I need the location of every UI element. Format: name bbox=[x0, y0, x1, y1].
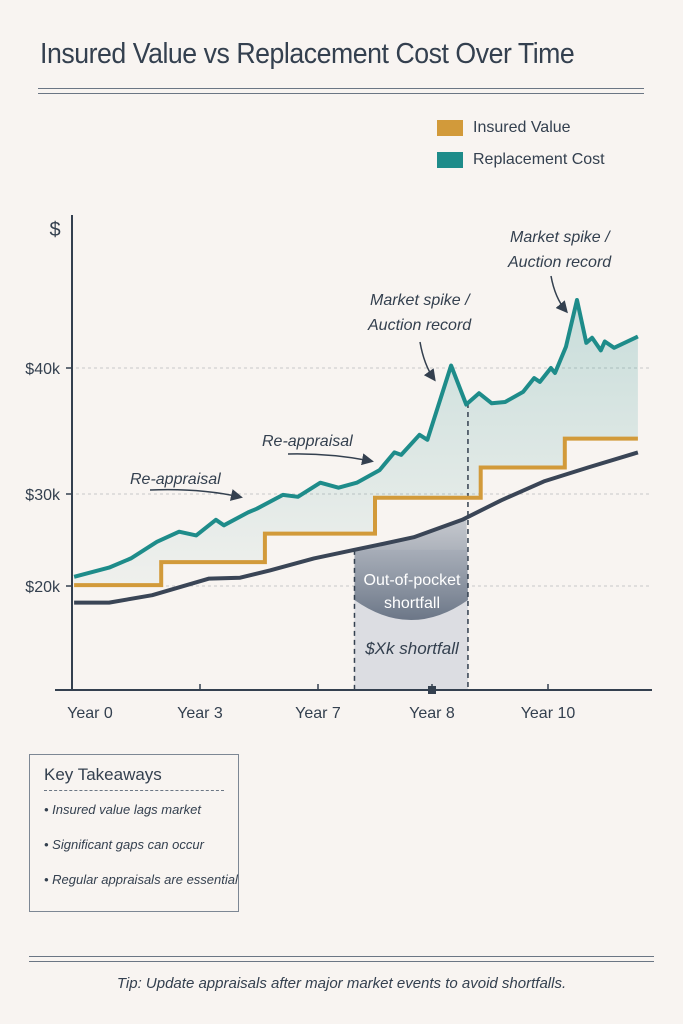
shortfall-band bbox=[354, 517, 468, 620]
takeaway-item: Significant gaps can occur bbox=[44, 836, 238, 871]
footer-divider bbox=[29, 956, 654, 962]
annotation-spike-1-line1: Market spike / bbox=[370, 292, 471, 309]
x-tick-label: Year 3 bbox=[177, 705, 223, 722]
annotation-reappraisal-1: Re-appraisal bbox=[130, 471, 221, 488]
y-tick-label: $20k bbox=[25, 579, 61, 596]
x-tick-label: Year 0 bbox=[67, 705, 113, 722]
takeaways-heading: Key Takeaways bbox=[44, 765, 224, 791]
shortfall-label-line2: shortfall bbox=[384, 595, 440, 612]
legend-label: Insured Value bbox=[473, 119, 571, 136]
chart-title: Insured Value vs Replacement Cost Over T… bbox=[40, 38, 575, 70]
tip-text: Tip: Update appraisals after major marke… bbox=[116, 975, 567, 992]
title-divider bbox=[38, 88, 644, 94]
series-line-market bbox=[74, 450, 639, 605]
x-tick-label: Year 8 bbox=[409, 705, 455, 722]
y-axis-label: $ bbox=[49, 219, 60, 241]
legend: Insured Value Replacement Cost bbox=[437, 112, 605, 176]
annotation-spike-2-line1: Market spike / bbox=[510, 229, 611, 246]
shortfall-label-line1: Out-of-pocket bbox=[364, 572, 461, 589]
takeaway-item: Regular appraisals are essential bbox=[44, 871, 238, 906]
y-tick-label: $40k bbox=[25, 361, 61, 378]
legend-swatch-replacement bbox=[437, 152, 463, 168]
arrow-icon bbox=[419, 341, 436, 382]
annotation-spike-1-line2: Auction record bbox=[367, 317, 472, 334]
shortfall-region bbox=[353, 402, 469, 690]
x-tick-label: Year 10 bbox=[521, 705, 576, 722]
legend-item-replacement-cost: Replacement Cost bbox=[437, 144, 605, 176]
shortfall-amount: $Xk shortfall bbox=[364, 639, 460, 658]
takeaway-item: Insured value lags market bbox=[44, 801, 238, 836]
legend-swatch-insured bbox=[437, 120, 463, 136]
key-takeaways-box: Key Takeaways Insured value lags market … bbox=[29, 754, 239, 912]
series-line-replacement-cost bbox=[73, 298, 639, 579]
legend-item-insured-value: Insured Value bbox=[437, 112, 605, 144]
annotation-reappraisal-2: Re-appraisal bbox=[262, 433, 353, 450]
arrow-icon bbox=[550, 275, 568, 314]
arrow-icon bbox=[149, 488, 243, 501]
arrow-icon bbox=[287, 453, 374, 466]
series-line-insured-value bbox=[74, 436, 638, 588]
annotation-spike-2-line2: Auction record bbox=[507, 254, 612, 271]
y-tick-label: $30k bbox=[25, 487, 61, 504]
x-tick-label: Year 7 bbox=[295, 705, 341, 722]
legend-label: Replacement Cost bbox=[473, 151, 605, 168]
